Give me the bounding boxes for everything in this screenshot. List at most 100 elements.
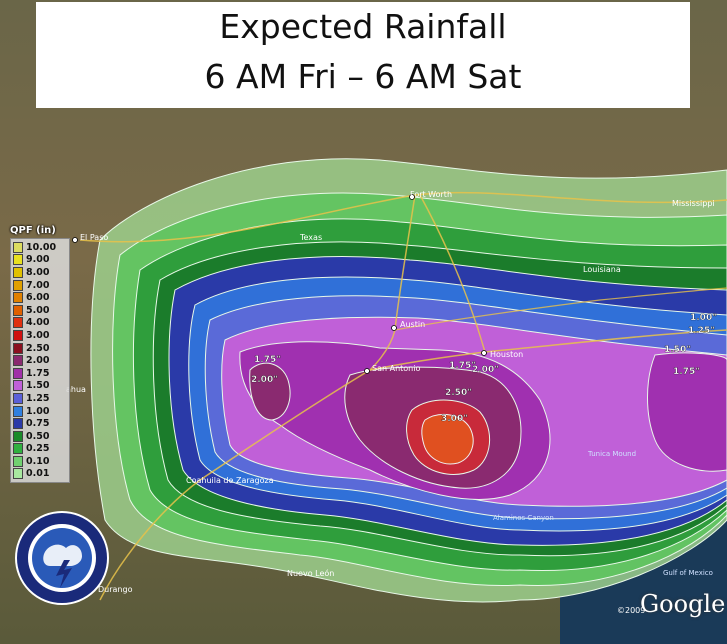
region-label-gulf: Gulf of Mexico	[663, 569, 713, 577]
region-label-texas: Texas	[299, 233, 322, 242]
region-label-chihuahua: ahua	[66, 385, 86, 394]
amount-label: 2.00"	[251, 375, 278, 385]
legend-label: 0.25	[26, 443, 50, 455]
amount-label: 1.75"	[449, 361, 476, 371]
legend-swatch	[13, 266, 23, 278]
legend-swatch	[13, 468, 23, 480]
legend-label: 2.00	[26, 355, 50, 367]
legend-row: 2.50	[13, 342, 67, 355]
amount-label: 1.00"	[690, 313, 717, 323]
road	[369, 329, 727, 371]
city-label-fort-worth: Fort Worth	[410, 190, 452, 199]
region-label-louisiana: Louisiana	[583, 265, 621, 274]
legend-row: 10.00	[13, 241, 67, 254]
legend-label: 4.00	[26, 317, 50, 329]
qpf-legend: QPF (in) 10.00 9.00 8.00 7.00 6.00 5.00 4.00 3.…	[10, 225, 70, 484]
legend-swatch	[13, 380, 23, 392]
legend-label: 8.00	[26, 266, 50, 278]
legend-label: 0.50	[26, 430, 50, 442]
legend-row: 1.25	[13, 392, 67, 405]
legend-row: 7.00	[13, 279, 67, 292]
legend-label: 7.00	[26, 279, 50, 291]
amount-label: 1.50"	[664, 345, 691, 355]
region-label-mississippi: Mississippi	[672, 199, 715, 208]
contour-2-00-west	[249, 362, 291, 421]
legend-row: 1.50	[13, 380, 67, 393]
nws-logo	[15, 511, 109, 605]
city-label-durango: Durango	[98, 585, 133, 594]
amount-label: 1.75"	[673, 367, 700, 377]
city-marker-fort-worth	[409, 194, 415, 200]
amount-label: 1.25"	[688, 326, 715, 336]
legend-row: 0.10	[13, 455, 67, 468]
title-box: Expected Rainfall 6 AM Fri – 6 AM Sat	[36, 2, 690, 108]
title-line-2: 6 AM Fri – 6 AM Sat	[204, 57, 522, 96]
legend-label: 10.00	[26, 241, 57, 253]
legend-swatch	[13, 254, 23, 266]
legend-label: 2.50	[26, 342, 50, 354]
legend-label: 6.00	[26, 292, 50, 304]
legend-label: 0.75	[26, 418, 50, 430]
legend-row: 5.00	[13, 304, 67, 317]
legend-label: 0.01	[26, 468, 50, 480]
city-label-san-antonio: San Antonio	[372, 364, 420, 373]
legend-swatch	[13, 430, 23, 442]
road	[369, 194, 416, 371]
region-label-coahuila: Coahuila de Zaragoza	[186, 476, 274, 485]
legend-label: 9.00	[26, 254, 50, 266]
legend-swatch	[13, 304, 23, 316]
region-label-tunica: Tunica Mound	[587, 450, 636, 458]
title-line-1: Expected Rainfall	[219, 7, 507, 46]
city-label-houston: Houston	[490, 350, 523, 359]
legend-row: 0.01	[13, 468, 67, 481]
city-marker-el-paso	[72, 237, 78, 243]
legend-row: 0.50	[13, 430, 67, 443]
city-marker-houston	[481, 350, 487, 356]
legend-label: 0.10	[26, 455, 50, 467]
legend-swatch	[13, 241, 23, 253]
road	[419, 194, 486, 353]
legend-swatch	[13, 443, 23, 455]
legend-swatch	[13, 455, 23, 467]
legend-swatch	[13, 342, 23, 354]
road	[394, 287, 727, 331]
legend-row: 2.00	[13, 354, 67, 367]
legend-row: 0.75	[13, 417, 67, 430]
legend-swatch	[13, 292, 23, 304]
legend-label: 3.00	[26, 329, 50, 341]
legend-row: 9.00	[13, 254, 67, 267]
legend-swatch	[13, 279, 23, 291]
city-marker-san-antonio	[364, 368, 370, 374]
city-label-el-paso: El Paso	[80, 233, 108, 242]
legend-swatch	[13, 418, 23, 430]
legend-swatch	[13, 367, 23, 379]
legend-row: 6.00	[13, 291, 67, 304]
region-label-nuevo-leon: Nuevo León	[287, 568, 334, 578]
legend-label: 1.50	[26, 380, 50, 392]
legend-row: 0.25	[13, 443, 67, 456]
legend-row: 1.75	[13, 367, 67, 380]
legend-label: 1.75	[26, 367, 50, 379]
legend-row: 1.00	[13, 405, 67, 418]
legend-label: 5.00	[26, 304, 50, 316]
contour-3-00	[421, 413, 474, 465]
amount-label: 1.75"	[254, 355, 281, 365]
city-label-austin: Austin	[400, 320, 425, 329]
legend-label: 1.00	[26, 405, 50, 417]
contour-1-75-east	[647, 352, 727, 472]
legend-swatch	[13, 317, 23, 329]
legend-title: QPF (in)	[10, 225, 56, 236]
legend-row: 8.00	[13, 266, 67, 279]
legend-row: 4.00	[13, 317, 67, 330]
legend-body: 10.00 9.00 8.00 7.00 6.00 5.00 4.00 3.00 2.50 2.0…	[10, 238, 70, 484]
legend-swatch	[13, 355, 23, 367]
amount-label: 2.50"	[445, 388, 472, 398]
legend-swatch	[13, 392, 23, 404]
amount-label: 3.00"	[441, 414, 468, 424]
legend-row: 3.00	[13, 329, 67, 342]
amount-label: 2.00"	[472, 365, 499, 375]
region-label-alaminos: Alaminos Canyon	[493, 514, 554, 522]
city-marker-austin	[391, 325, 397, 331]
copyright-text: ©2009	[617, 606, 646, 615]
legend-swatch	[13, 405, 23, 417]
